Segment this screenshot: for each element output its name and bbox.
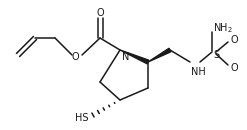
Polygon shape bbox=[148, 48, 171, 62]
Text: O: O bbox=[230, 35, 238, 45]
Polygon shape bbox=[120, 50, 149, 64]
Text: O: O bbox=[230, 63, 238, 73]
Text: NH: NH bbox=[191, 67, 206, 77]
Text: NH$_2$: NH$_2$ bbox=[213, 21, 233, 35]
Text: S: S bbox=[213, 50, 219, 60]
Text: N: N bbox=[122, 52, 129, 62]
Text: O: O bbox=[96, 8, 104, 18]
Text: HS: HS bbox=[75, 113, 88, 123]
Text: O: O bbox=[71, 52, 79, 62]
